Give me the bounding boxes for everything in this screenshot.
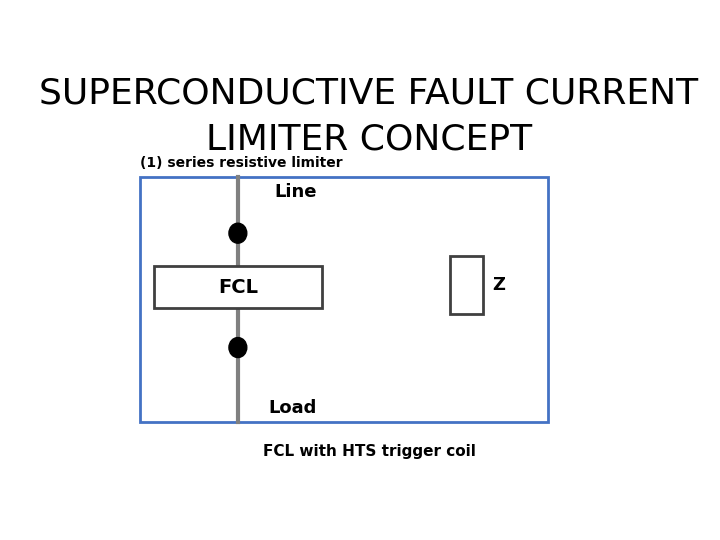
Text: LIMITER CONCEPT: LIMITER CONCEPT <box>206 123 532 157</box>
Ellipse shape <box>229 338 247 357</box>
Bar <box>154 266 322 308</box>
Text: Z: Z <box>492 276 505 294</box>
Ellipse shape <box>229 223 247 243</box>
Text: SUPERCONDUCTIVE FAULT CURRENT: SUPERCONDUCTIVE FAULT CURRENT <box>40 77 698 111</box>
Text: (1) series resistive limiter: (1) series resistive limiter <box>140 156 343 170</box>
Text: FCL with HTS trigger coil: FCL with HTS trigger coil <box>263 444 475 459</box>
Text: Load: Load <box>269 399 317 417</box>
Bar <box>450 256 483 314</box>
Text: FCL: FCL <box>218 278 258 297</box>
Bar <box>140 177 547 422</box>
Text: Line: Line <box>274 183 317 201</box>
